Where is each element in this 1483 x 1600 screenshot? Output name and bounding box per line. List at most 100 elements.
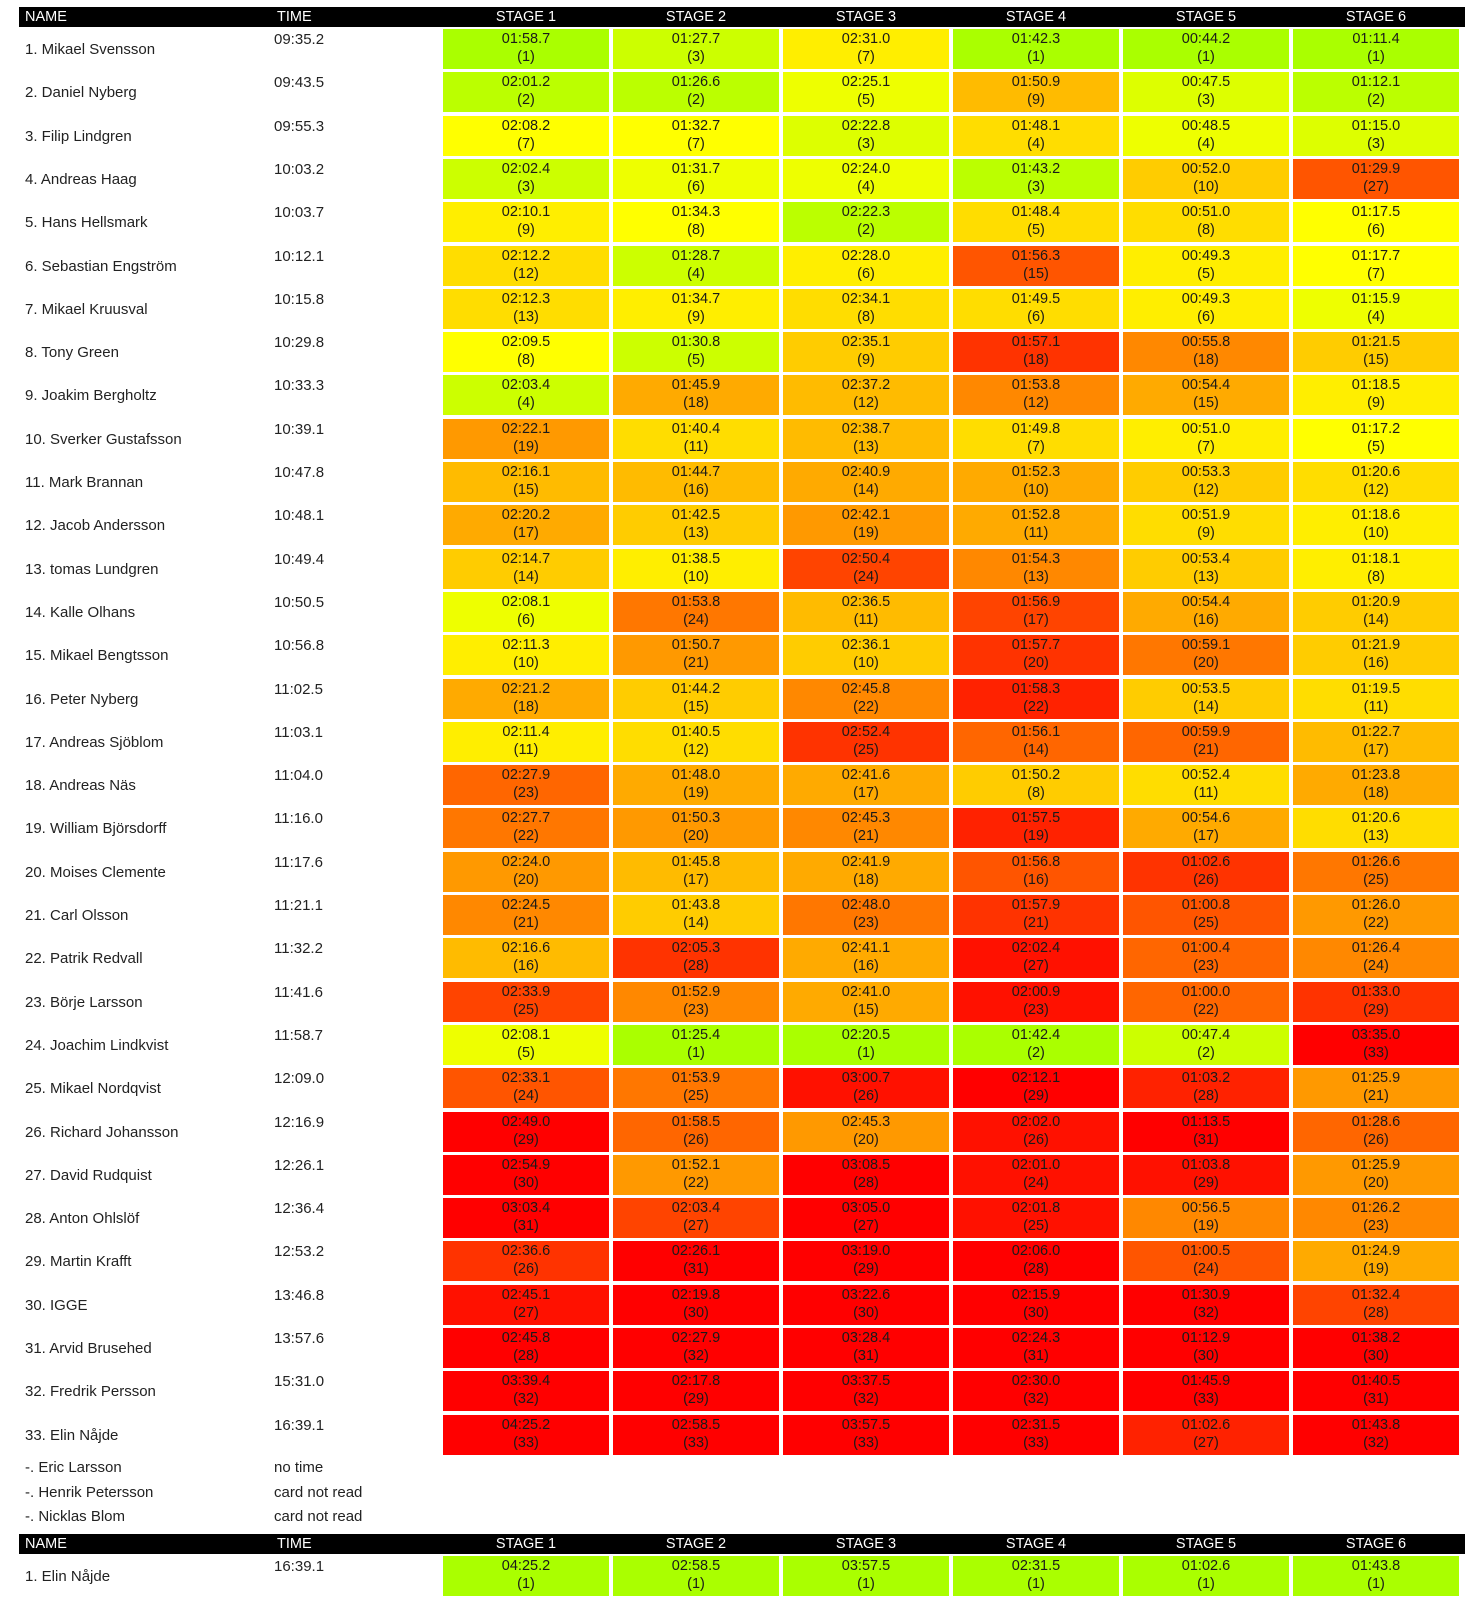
stage-time: 00:54.4 [1181,377,1231,394]
stage-cell: 01:21.9 (16) [1293,635,1459,676]
stage-time: 01:49.5 [1011,290,1061,307]
stage-time: 01:45.9 [671,377,721,394]
stage-time: 02:31.0 [841,31,891,47]
stage-cell: 01:31.7 (6) [613,158,779,199]
stage-rank: (31) [683,1261,709,1278]
stage-rank: (33) [853,1434,879,1451]
stage-time: 01:58.7 [501,31,551,47]
stage-rank: (26) [513,1261,539,1278]
total-time: 15:31.0 [274,1373,325,1391]
stage-time: 02:45.3 [841,1113,891,1130]
stage-cell: 01:28.6 (26) [1293,1111,1459,1152]
header-stage-6: STAGE 6 [1345,1536,1407,1552]
stage-cell: 01:57.7 (20) [953,635,1119,676]
stage-time: 02:26.1 [671,1243,721,1260]
stage-time: 01:56.3 [1011,247,1061,264]
stage-rank: (21) [513,915,539,931]
total-time: 12:53.2 [274,1243,325,1261]
stage-cell: 02:17.8 (29) [613,1371,779,1412]
stage-cell: 02:21.2 (18) [443,678,609,719]
stage-cell: 01:17.5 (6) [1293,202,1459,243]
stage-rank: (1) [1027,1576,1045,1592]
stage-time: 02:50.4 [841,550,891,567]
stage-rank: (20) [1363,1174,1389,1191]
stage-cell: 01:29.9 (27) [1293,158,1459,199]
stage-rank: (27) [1193,1434,1219,1451]
stage-cell: 02:48.0 (23) [783,895,949,935]
stage-cell: 01:43.8 (14) [613,895,779,935]
stage-rank: (22) [1193,1001,1219,1018]
stage-rank: (1) [1197,49,1215,65]
stage-cell: 00:53.5 (14) [1123,678,1289,719]
stage-time: 01:03.8 [1181,1156,1231,1173]
stage-time: 01:30.9 [1181,1286,1231,1303]
stage-cell: 01:12.9 (30) [1123,1328,1289,1368]
stage-rank: (13) [1023,568,1049,585]
stage-time: 00:51.0 [1181,204,1231,221]
stage-cell: 02:45.3 (21) [783,808,949,849]
stage-rank: (12) [1023,395,1049,412]
stage-time: 01:53.9 [671,1070,721,1087]
header-stage-6: STAGE 6 [1345,9,1407,25]
stage-cell: 00:48.5 (4) [1123,115,1289,156]
total-time: 11:41.6 [274,983,323,1001]
stage-time: 02:36.1 [841,637,891,654]
stage-cell: 01:38.5 (10) [613,548,779,589]
stage-time: 01:45.9 [1181,1373,1231,1390]
stage-time: 02:31.5 [1011,1416,1061,1433]
stage-cell: 01:18.5 (9) [1293,375,1459,416]
stage-time: 02:41.0 [841,983,891,1000]
stage-rank: (1) [857,1044,875,1061]
stage-time: 01:20.6 [1351,464,1401,480]
stage-time: 01:52.9 [671,983,721,1000]
stage-cell: 01:42.4 (2) [953,1024,1119,1065]
stage-cell: 01:43.2 (3) [953,158,1119,199]
stage-rank: (17) [1023,611,1049,628]
stage-cell: 02:30.0 (32) [953,1371,1119,1412]
stage-rank: (4) [687,265,705,282]
total-time: 10:39.1 [274,420,325,438]
header-name: NAME [25,9,67,25]
stage-rank: (11) [853,611,879,628]
stage-time: 01:56.9 [1011,593,1061,610]
header-stage-1: STAGE 1 [495,9,557,25]
stage-time: 02:45.8 [841,680,891,697]
stage-time: 02:45.3 [841,810,891,827]
stage-time: 01:00.8 [1181,897,1231,913]
stage-cell: 02:03.4 (27) [613,1198,779,1239]
stage-rank: (29) [513,1131,539,1148]
stage-time: 00:47.4 [1181,1026,1231,1043]
stage-rank: (1) [857,1576,875,1592]
stage-rank: (11) [683,438,709,455]
stage-time: 01:15.0 [1351,117,1401,134]
stage-cell: 02:11.3 (10) [443,635,609,676]
stage-rank: (31) [1363,1391,1389,1408]
stage-cell: 03:08.5 (28) [783,1154,949,1195]
stage-cell: 01:20.6 (13) [1293,808,1459,849]
stage-cell: 02:09.5 (8) [443,332,609,373]
stage-time: 01:56.8 [1011,853,1061,870]
stage-time: 01:18.6 [1351,507,1401,524]
competitor-name: 21. Carl Olsson [25,907,129,924]
stage-rank: (28) [1023,1261,1049,1278]
total-time: 11:58.7 [274,1026,323,1044]
stage-time: 02:08.2 [501,117,551,134]
stage-time: 02:40.9 [841,464,891,480]
stage-cell: 01:17.2 (5) [1293,418,1459,459]
stage-time: 02:20.5 [841,1026,891,1043]
stage-cell: 01:03.2 (28) [1123,1068,1289,1109]
stage-time: 00:53.4 [1181,550,1231,567]
stage-rank: (8) [857,308,875,325]
stage-time: 01:32.4 [1351,1286,1401,1303]
competitor-name: 18. Andreas Näs [25,777,136,795]
stage-rank: (24) [853,568,879,585]
stage-time: 02:54.9 [501,1156,551,1173]
stage-time: 01:21.5 [1351,334,1401,351]
stage-time: 02:12.2 [501,247,551,264]
stage-cell: 01:48.1 (4) [953,115,1119,156]
stage-rank: (32) [853,1391,879,1408]
stage-cell: 02:45.8 (28) [443,1328,609,1368]
stage-time: 04:25.2 [501,1558,551,1574]
stage-cell: 02:12.1 (29) [953,1068,1119,1109]
stage-rank: (2) [517,92,535,109]
